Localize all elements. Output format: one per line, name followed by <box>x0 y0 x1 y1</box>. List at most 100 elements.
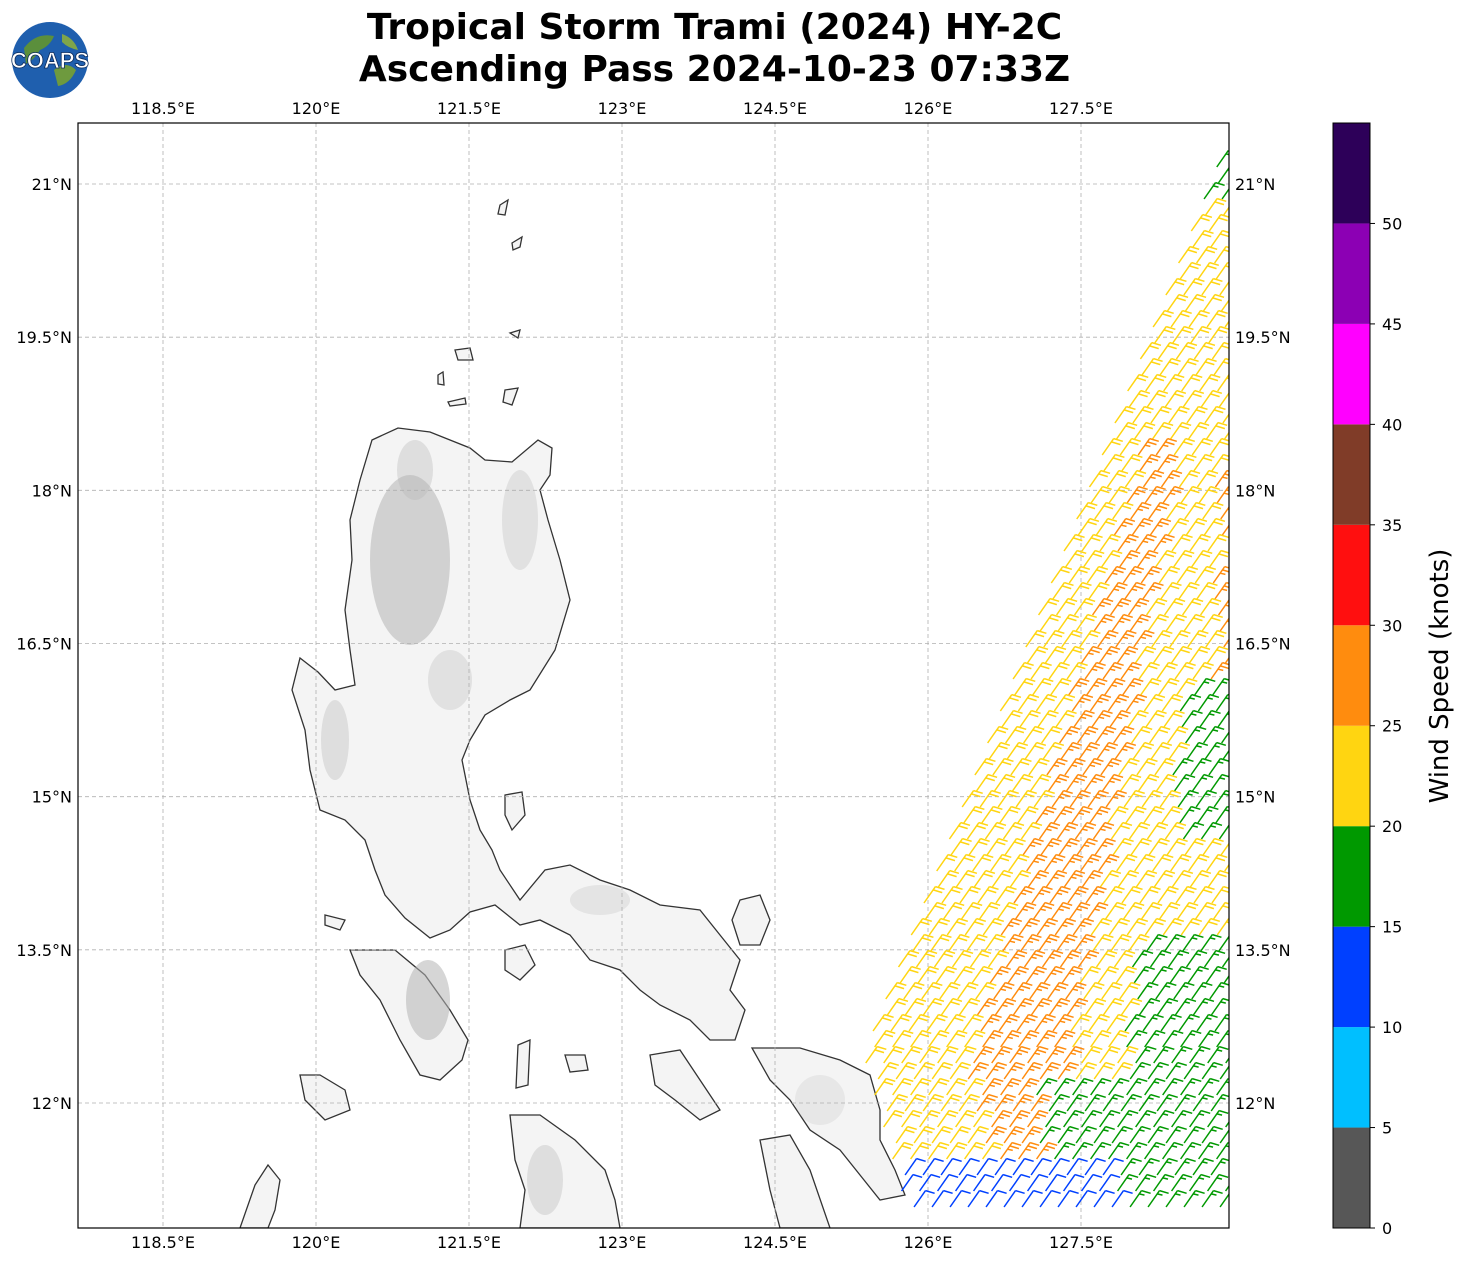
wind-barb-695 <box>1021 1125 1043 1144</box>
wind-barb-545 <box>1174 997 1197 1016</box>
wind-barb-560 <box>1088 1013 1110 1032</box>
lat-label-left-3: 16.5°N <box>16 635 72 654</box>
wind-barb-99 <box>1076 501 1098 520</box>
wind-barb-557 <box>1034 1013 1056 1032</box>
wind-barb-433 <box>1176 901 1199 920</box>
wind-barb-641 <box>1090 1077 1112 1096</box>
wind-barb-14 <box>1197 261 1220 280</box>
wind-barb-638 <box>1036 1077 1058 1096</box>
wind-barb-317 <box>1141 789 1163 808</box>
wind-barb-694 <box>1003 1125 1025 1144</box>
wind-barb-381 <box>1152 853 1174 872</box>
wind-barb-469 <box>1182 933 1204 952</box>
wind-barb-292 <box>1208 757 1229 776</box>
marinduque-island <box>504 944 536 981</box>
wind-barb-588 <box>865 1045 887 1064</box>
wind-barb-318 <box>1159 789 1181 808</box>
wind-barb-700 <box>1111 1125 1133 1144</box>
wind-barb-197 <box>1170 645 1193 664</box>
wind-barb-140 <box>1140 565 1163 584</box>
wind-barb-334 <box>1179 805 1201 824</box>
wind-barb-429 <box>1104 901 1127 920</box>
wind-barb-521 <box>1083 981 1105 1000</box>
wind-barb-191 <box>1062 645 1085 664</box>
wind-barb-636 <box>1000 1077 1022 1096</box>
wind-barb-375 <box>1044 853 1066 872</box>
wind-barb-774 <box>1111 1189 1133 1208</box>
wind-barb-486 <box>1149 949 1172 968</box>
wind-barb-55 <box>1114 405 1136 424</box>
wind-barb-690 <box>931 1125 953 1144</box>
wind-barb-182 <box>1115 629 1137 648</box>
wind-barb-117 <box>1063 533 1085 552</box>
wind-barb-579 <box>1072 1029 1094 1048</box>
wind-barb-563 <box>1142 1013 1164 1032</box>
wind-barb-527 <box>1191 981 1213 1000</box>
catanduanes-island <box>731 894 771 946</box>
wind-barb-121 <box>1135 533 1157 552</box>
lon-label-top-1: 120°E <box>292 99 341 118</box>
wind-barb-428 <box>1086 901 1109 920</box>
wind-barb-345 <box>1092 821 1115 840</box>
wind-barb-559 <box>1070 1013 1092 1032</box>
lon-label-top-3: 123°E <box>598 99 647 118</box>
wind-barb-15 <box>1215 261 1229 280</box>
wind-barb-462 <box>1056 933 1078 952</box>
wind-barb-551 <box>926 1013 948 1032</box>
wind-barb-169 <box>1093 613 1115 632</box>
wind-barb-754 <box>1080 1173 1103 1192</box>
wind-barb-308 <box>979 789 1001 808</box>
wind-barb-644 <box>1144 1077 1166 1096</box>
wind-barb-689 <box>913 1125 935 1144</box>
wind-barb-484 <box>1113 949 1136 968</box>
wind-barb-624 <box>1147 1061 1169 1080</box>
wind-barb-481 <box>1059 949 1082 968</box>
wind-barb-241 <box>1055 709 1077 728</box>
colorbar-frame <box>1332 122 1371 1229</box>
wind-barb-101 <box>1112 501 1134 520</box>
lon-label-bottom-1: 120°E <box>292 1233 341 1252</box>
colorbar-tick-label-7: 35 <box>1382 516 1402 535</box>
wind-barb-156 <box>1055 597 1078 616</box>
wind-barb-730 <box>976 1157 998 1176</box>
wind-barb-378 <box>1098 853 1120 872</box>
wind-barb-421 <box>960 901 983 920</box>
wind-barb-493 <box>935 965 957 984</box>
lon-label-bottom-4: 124.5°E <box>743 1233 807 1252</box>
wind-barb-351 <box>1200 821 1223 840</box>
wind-barb-540 <box>1084 997 1107 1016</box>
wind-barb-310 <box>1015 789 1037 808</box>
wind-barb-460 <box>1020 933 1042 952</box>
lat-label-left-4: 15°N <box>32 788 72 807</box>
wind-barb-691 <box>949 1125 971 1144</box>
lat-label-left-2: 18°N <box>32 481 72 500</box>
wind-barb-405 <box>977 885 999 904</box>
wind-barb-430 <box>1122 901 1145 920</box>
wind-barb-371 <box>972 853 994 872</box>
wind-barb-611 <box>913 1061 935 1080</box>
wind-barb-777 <box>1165 1189 1187 1208</box>
wind-barb-234 <box>1161 693 1184 712</box>
wind-barb-490 <box>1221 956 1229 968</box>
wind-barb-656 <box>1012 1093 1034 1112</box>
wind-barb-488 <box>1185 949 1208 968</box>
leyte-island <box>759 1134 831 1228</box>
colorbar-bin-3 <box>1333 826 1370 927</box>
wind-barb-360 <box>1076 837 1098 856</box>
wind-barb-628 <box>1219 1065 1229 1080</box>
wind-barb-627 <box>1201 1061 1223 1080</box>
wind-barb-619 <box>1057 1061 1079 1080</box>
wind-barb-688 <box>895 1125 917 1144</box>
wind-barb-575 <box>1000 1029 1022 1048</box>
wind-barb-524 <box>1137 981 1159 1000</box>
wind-barb-256 <box>1077 725 1099 744</box>
wind-barb-522 <box>1101 981 1123 1000</box>
wind-barb-702 <box>1147 1125 1169 1144</box>
wind-barb-424 <box>1014 901 1037 920</box>
wind-barb-337 <box>948 821 971 840</box>
wind-barb-480 <box>1041 949 1064 968</box>
wind-barb-129 <box>1119 549 1141 568</box>
wind-barb-97 <box>1198 485 1220 504</box>
wind-barb-383 <box>1188 853 1210 872</box>
wind-barb-52 <box>1182 389 1205 408</box>
